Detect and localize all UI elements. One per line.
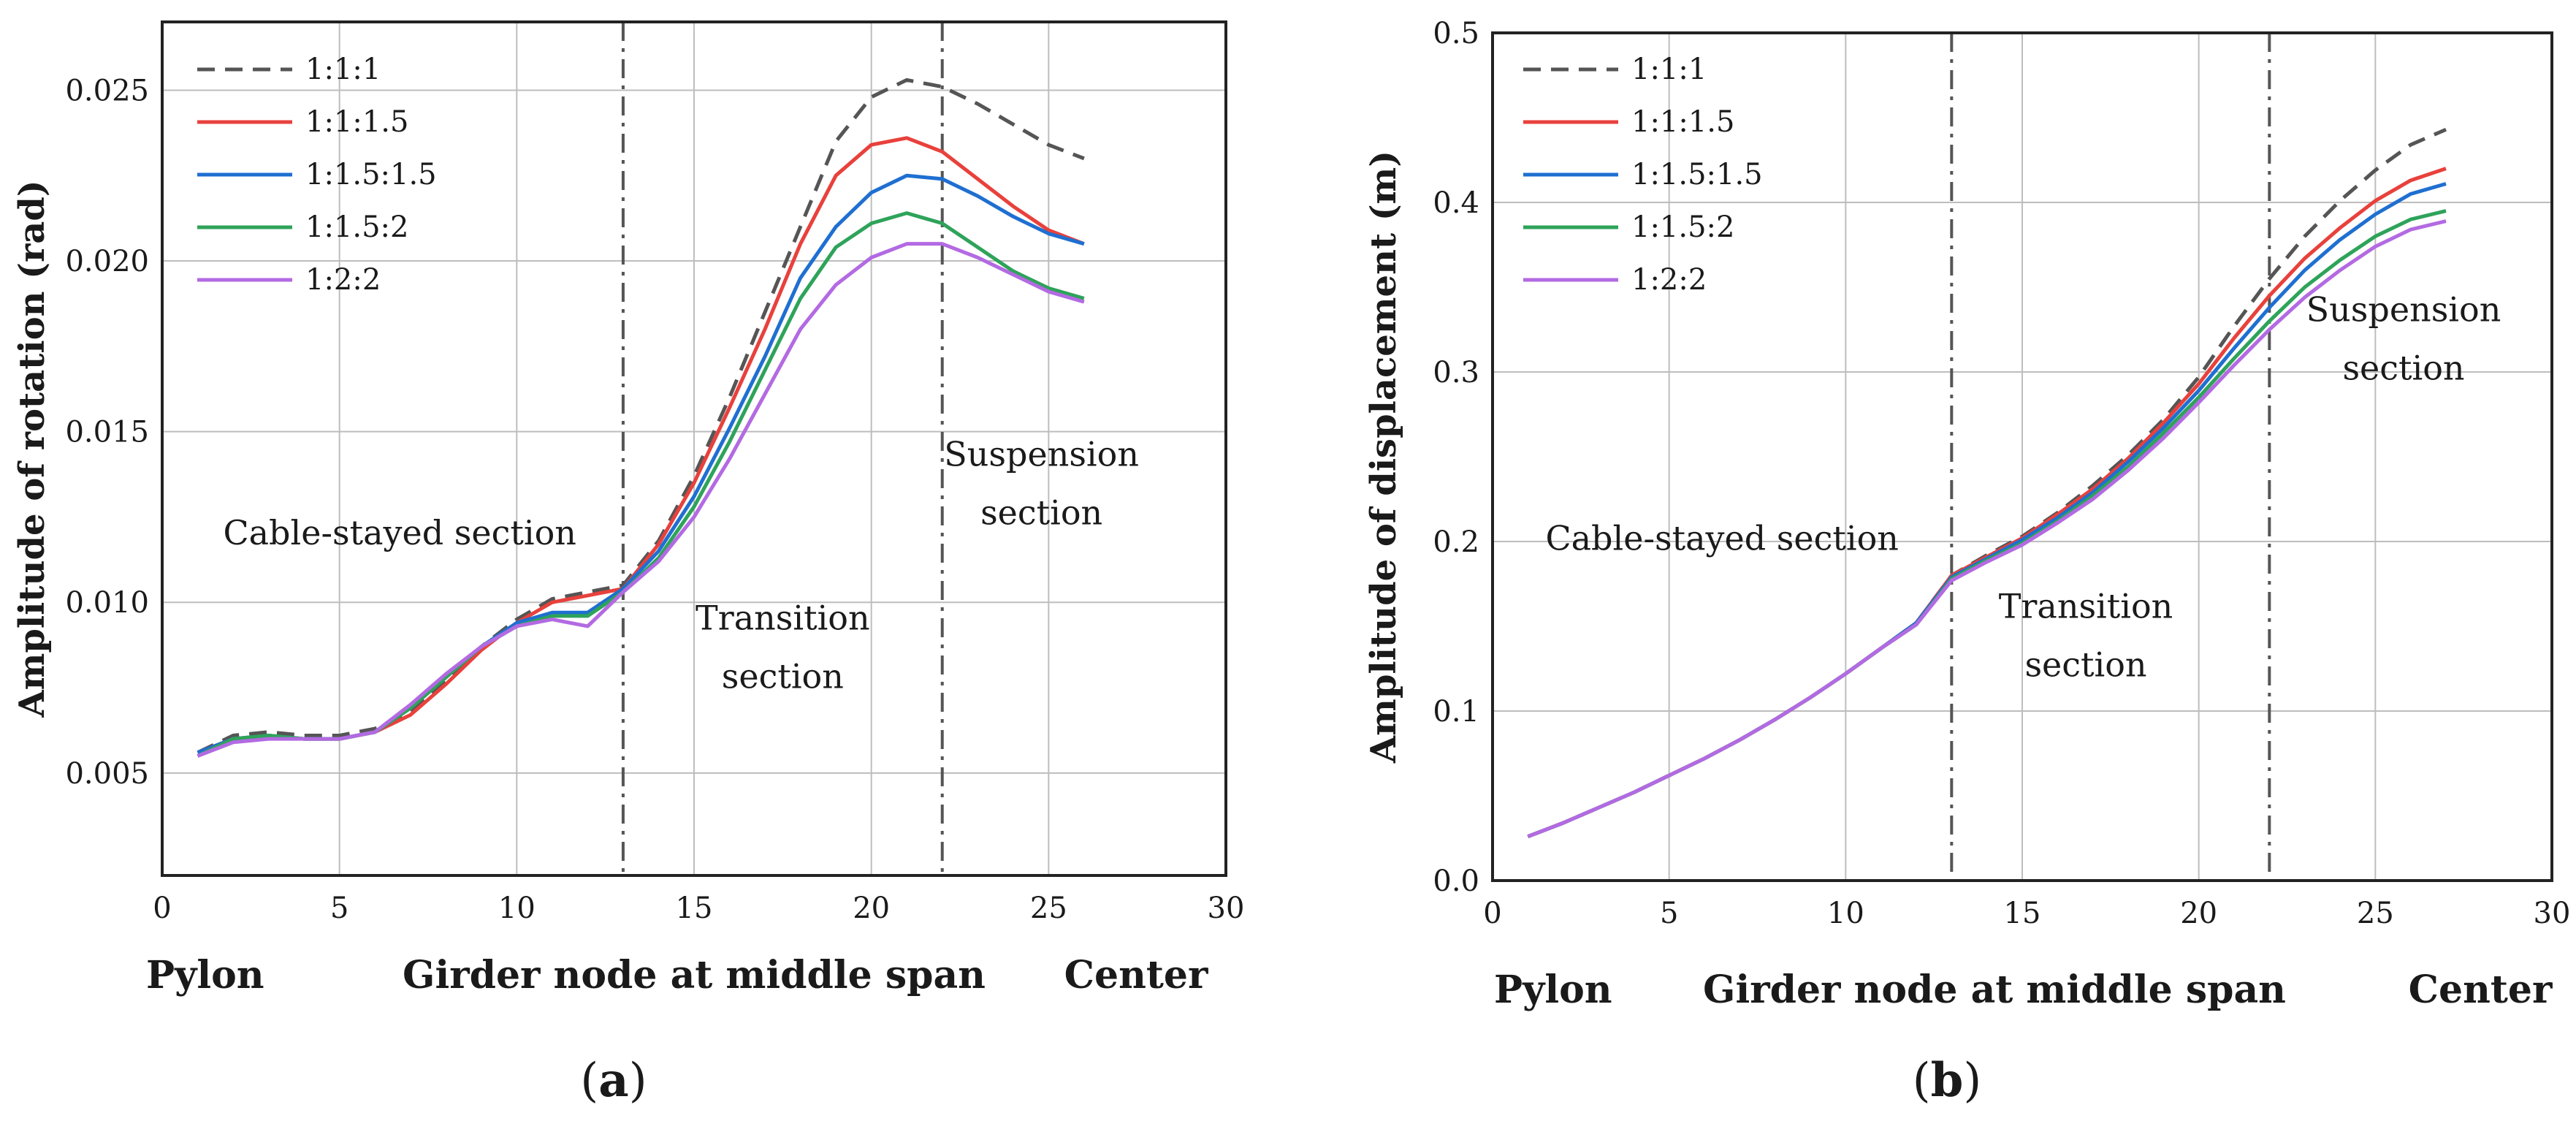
panel-a-legend-entry-1: 1:1:1.5 xyxy=(305,105,408,139)
panel-a-y-tick-label: 0.015 xyxy=(65,416,149,449)
panel-a-x-tick-label: 0 xyxy=(153,892,171,925)
panel-a-y-tick-label: 0.010 xyxy=(65,586,149,620)
panel-b-y-tick-label: 0.0 xyxy=(1433,864,1479,898)
panel-b-y-tick-label: 0.5 xyxy=(1433,17,1479,50)
panel-b-y-axis-label: Amplitude of displacement (m) xyxy=(1363,151,1404,764)
panel-b-y-tick-label: 0.1 xyxy=(1433,695,1479,729)
panel-b-section-annotation-line: section xyxy=(2342,348,2464,387)
panel-a-legend-entry-0: 1:1:1 xyxy=(305,53,381,86)
panel-a-bottom-label-right: Center xyxy=(1064,953,1208,997)
panel-b-section-annotation-line: Suspension xyxy=(2306,289,2501,329)
panel-b-legend-entry-2: 1:1.5:1.5 xyxy=(1631,158,1763,191)
panel-a-section-annotation-line: Cable-stayed section xyxy=(223,513,576,552)
panel-b-y-tick-label: 0.2 xyxy=(1433,525,1479,559)
panel-a-y-axis-label: Amplitude of rotation (rad) xyxy=(12,180,53,718)
panel-a-panel-label-close: ) xyxy=(629,1054,647,1108)
panel-b-panel-label-open: ( xyxy=(1913,1054,1931,1108)
panel-b-y-tick-label: 0.3 xyxy=(1433,356,1479,390)
panel-a-plot-frame xyxy=(161,20,1227,877)
panel-b-legend-entry-1: 1:1:1.5 xyxy=(1631,105,1734,139)
panel-b-legend-entry-0: 1:1:1 xyxy=(1631,53,1707,86)
panel-b-bottom-label-center: Girder node at middle span xyxy=(1703,968,2286,1012)
panel-a-legend-entry-2: 1:1.5:1.5 xyxy=(305,158,437,191)
panel-a-x-tick-label: 10 xyxy=(498,892,536,925)
panel-a-section-annotation-0: Cable-stayed section xyxy=(223,513,576,552)
panel-a-x-tick-label: 15 xyxy=(676,892,713,925)
panel-b-x-tick-label: 5 xyxy=(1660,897,1678,930)
panel-a-panel-label-open: ( xyxy=(580,1054,598,1108)
panel-a-chart: 0 5 10 15 20 25 30 0.005 0.010 0.015 0.020 0.025 Amp… xyxy=(12,20,1245,1108)
panel-a-section-annotation-line: section xyxy=(722,657,844,696)
panel-a-legend-entry-4: 1:2:2 xyxy=(305,263,381,297)
panel-b-chart: 0 5 10 15 20 25 30 0.0 0.1 0.2 0.3 0.4 0.5 Amplitude … xyxy=(1363,17,2570,1108)
panel-a-section-annotation-1: Transition section xyxy=(696,598,870,696)
panel-a-panel-label: (a) xyxy=(580,1053,647,1108)
panel-a-section-annotation-line: section xyxy=(980,493,1102,532)
panel-b-plot-frame xyxy=(1491,31,2553,882)
panel-a-x-tick-label: 5 xyxy=(330,892,348,925)
panel-a-x-tick-label: 20 xyxy=(853,892,890,925)
panel-b-bottom-label-left: Pylon xyxy=(1494,968,1612,1012)
panel-a-y-tick-label: 0.005 xyxy=(65,757,149,791)
panel-b-x-tick-label: 10 xyxy=(1827,897,1864,930)
panel-b-panel-label-close: ) xyxy=(1963,1054,1981,1108)
panel-b-series-line-4 xyxy=(1527,219,2447,839)
panel-a-bottom-label-left: Pylon xyxy=(146,953,264,997)
panel-a-section-annotation-2: Suspension section xyxy=(944,434,1139,532)
panel-b-section-annotation-1: Transition section xyxy=(1999,586,2173,684)
panel-b-section-annotation-line: Transition xyxy=(1999,586,2173,626)
panel-b-bottom-label-right: Center xyxy=(2409,968,2553,1012)
panel-b-panel-label: (b) xyxy=(1913,1053,1982,1108)
panel-b-y-tick-label: 0.4 xyxy=(1433,186,1479,220)
panel-b-section-annotation-0: Cable-stayed section xyxy=(1545,519,1898,558)
panel-a-x-tick-label: 25 xyxy=(1030,892,1067,925)
panel-b-section-annotation-2: Suspension section xyxy=(2306,289,2501,387)
panel-b-x-tick-label: 20 xyxy=(2180,897,2217,930)
panel-a-x-tick-label: 30 xyxy=(1208,892,1245,925)
panel-a-y-tick-label: 0.025 xyxy=(65,74,149,107)
panel-b-section-annotation-line: Cable-stayed section xyxy=(1545,519,1898,558)
panel-b-legend-entry-4: 1:2:2 xyxy=(1631,263,1707,297)
panel-b-section-annotation-line: section xyxy=(2024,645,2146,684)
panel-a-series-line-0 xyxy=(197,77,1085,755)
panel-a-bottom-label-center: Girder node at middle span xyxy=(403,953,986,997)
panel-a-y-tick-label: 0.020 xyxy=(65,245,149,278)
panel-a-legend-entry-3: 1:1.5:2 xyxy=(305,210,408,244)
panel-b-x-tick-label: 30 xyxy=(2534,897,2571,930)
panel-b-legend-entry-3: 1:1.5:2 xyxy=(1631,210,1734,244)
panel-a-series-line-4 xyxy=(197,242,1085,758)
panel-b-x-tick-label: 15 xyxy=(2004,897,2041,930)
panel-b-x-tick-label: 0 xyxy=(1483,897,1501,930)
panel-a-section-annotation-line: Suspension xyxy=(944,434,1139,474)
panel-b-panel-label-letter: b xyxy=(1931,1053,1964,1108)
panel-b-x-tick-label: 25 xyxy=(2357,897,2394,930)
panel-a-panel-label-letter: a xyxy=(598,1053,628,1108)
panel-a-section-annotation-line: Transition xyxy=(696,598,870,638)
